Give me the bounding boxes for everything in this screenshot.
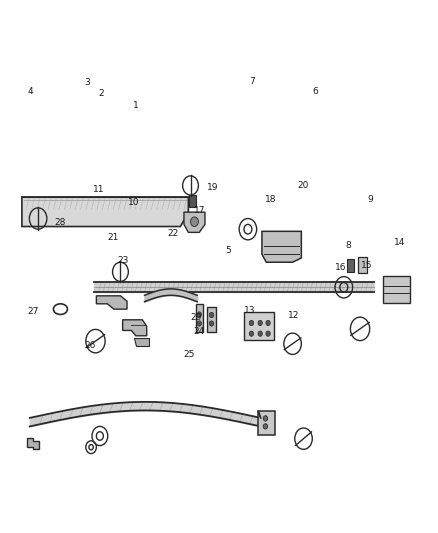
Circle shape bbox=[191, 217, 198, 227]
Polygon shape bbox=[22, 197, 188, 227]
Text: 9: 9 bbox=[367, 196, 373, 204]
Circle shape bbox=[209, 321, 214, 326]
Text: 15: 15 bbox=[361, 261, 373, 270]
Text: 18: 18 bbox=[265, 196, 276, 204]
Polygon shape bbox=[123, 320, 147, 336]
Text: 24: 24 bbox=[194, 327, 205, 336]
Circle shape bbox=[263, 416, 268, 421]
Text: 29: 29 bbox=[191, 313, 202, 321]
Text: 27: 27 bbox=[27, 308, 39, 316]
Polygon shape bbox=[184, 212, 205, 232]
Circle shape bbox=[266, 331, 270, 336]
Bar bbox=[358, 257, 367, 273]
Text: 11: 11 bbox=[93, 185, 104, 193]
Polygon shape bbox=[262, 231, 301, 262]
Bar bbox=[347, 259, 354, 272]
Text: 6: 6 bbox=[312, 87, 318, 96]
Text: 28: 28 bbox=[55, 219, 66, 227]
Circle shape bbox=[249, 331, 254, 336]
Text: 3: 3 bbox=[85, 78, 91, 87]
Text: 25: 25 bbox=[184, 350, 195, 359]
Text: 26: 26 bbox=[84, 341, 95, 350]
Text: 21: 21 bbox=[107, 233, 119, 241]
Circle shape bbox=[197, 321, 201, 326]
Text: 7: 7 bbox=[249, 77, 255, 85]
Circle shape bbox=[209, 312, 214, 318]
Bar bbox=[244, 312, 274, 340]
Circle shape bbox=[258, 331, 262, 336]
Circle shape bbox=[249, 320, 254, 326]
Text: 10: 10 bbox=[128, 198, 139, 207]
Text: 4: 4 bbox=[28, 87, 33, 96]
Circle shape bbox=[258, 320, 262, 326]
Circle shape bbox=[263, 424, 268, 429]
Text: 17: 17 bbox=[194, 206, 205, 215]
Text: 19: 19 bbox=[207, 183, 218, 192]
Polygon shape bbox=[27, 438, 39, 449]
Polygon shape bbox=[134, 338, 149, 346]
Text: 1: 1 bbox=[133, 101, 139, 110]
Text: 14: 14 bbox=[394, 238, 405, 247]
Circle shape bbox=[197, 312, 201, 317]
Circle shape bbox=[266, 320, 270, 326]
Bar bbox=[207, 307, 216, 332]
Text: 16: 16 bbox=[335, 263, 346, 272]
Text: 2: 2 bbox=[98, 89, 103, 98]
Bar bbox=[258, 411, 275, 435]
Bar bbox=[189, 195, 196, 207]
Text: 5: 5 bbox=[225, 246, 231, 255]
Bar bbox=[383, 276, 410, 303]
Text: 8: 8 bbox=[345, 241, 351, 249]
Polygon shape bbox=[96, 296, 127, 309]
Bar bbox=[196, 304, 203, 332]
Text: 13: 13 bbox=[244, 306, 255, 314]
Text: 22: 22 bbox=[167, 229, 179, 238]
Text: 20: 20 bbox=[297, 181, 309, 190]
Text: 23: 23 bbox=[118, 256, 129, 264]
Text: 12: 12 bbox=[288, 311, 299, 320]
